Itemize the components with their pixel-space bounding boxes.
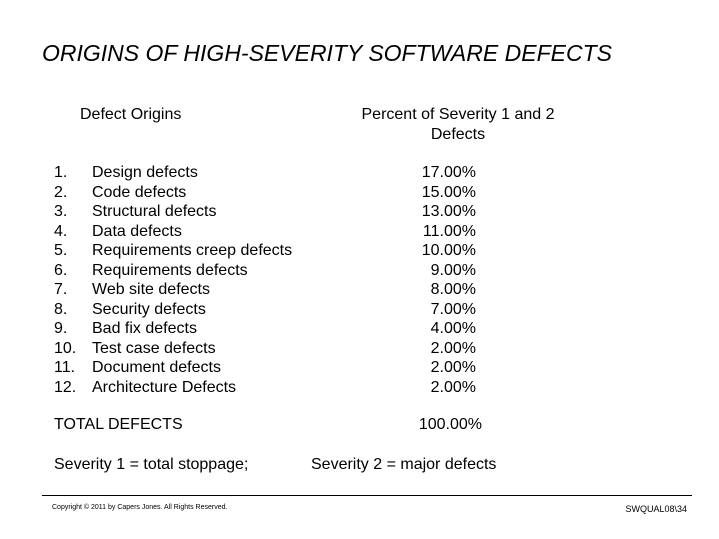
- list-item: 8. Security defects 7.00%: [54, 300, 494, 320]
- defect-origins-list: 1. Design defects 17.00% 2. Code defects…: [54, 163, 494, 397]
- copyright-notice: Copyright © 2011 by Capers Jones. All Ri…: [52, 504, 228, 511]
- list-item: 10. Test case defects 2.00%: [54, 339, 494, 359]
- item-number: 6.: [54, 261, 68, 279]
- slide-id: SWQUAL08\34: [625, 504, 687, 514]
- item-percent: 9.00%: [430, 261, 476, 279]
- item-number: 8.: [54, 300, 68, 318]
- item-number: 11.: [54, 359, 76, 376]
- item-percent: 2.00%: [430, 339, 476, 357]
- item-number: 10.: [54, 339, 77, 357]
- item-number: 3.: [54, 203, 68, 220]
- list-item: 5. Requirements creep defects 10.00%: [54, 241, 494, 261]
- footer-divider: [42, 495, 692, 496]
- list-item: 2. Code defects 15.00%: [54, 183, 494, 203]
- item-name: Web site defects: [92, 281, 210, 298]
- item-percent: 4.00%: [430, 320, 476, 337]
- item-name: Bad fix defects: [92, 320, 197, 337]
- item-percent: 13.00%: [421, 203, 476, 220]
- item-percent: 17.00%: [421, 164, 476, 181]
- item-number: 5.: [54, 242, 68, 259]
- column-header-percent: Percent of Severity 1 and 2 Defects: [330, 105, 586, 145]
- item-percent: 15.00%: [421, 183, 476, 201]
- total-label: TOTAL DEFECTS: [54, 416, 183, 433]
- item-number: 4.: [54, 222, 68, 240]
- item-name: Document defects: [92, 359, 221, 376]
- item-percent: 10.00%: [421, 242, 476, 259]
- item-name: Design defects: [92, 164, 198, 181]
- column-header-percent-line2: Defects: [430, 126, 486, 143]
- list-item: 12. Architecture Defects 2.00%: [54, 378, 494, 398]
- list-item: 1. Design defects 17.00%: [54, 163, 494, 183]
- item-name: Architecture Defects: [92, 378, 237, 396]
- item-name: Structural defects: [92, 203, 217, 220]
- item-percent: 8.00%: [430, 281, 476, 298]
- item-percent: 2.00%: [430, 359, 476, 376]
- item-name: Data defects: [92, 222, 182, 240]
- item-name: Security defects: [92, 300, 206, 318]
- item-number: 9.: [54, 320, 68, 337]
- list-item: 3. Structural defects 13.00%: [54, 202, 494, 222]
- column-header-origins: Defect Origins: [80, 106, 182, 123]
- list-item: 4. Data defects 11.00%: [54, 222, 494, 242]
- total-value: 100.00%: [418, 416, 482, 433]
- item-percent: 11.00%: [422, 222, 476, 240]
- severity-1-note: Severity 1 = total stoppage;: [54, 456, 249, 473]
- item-name: Requirements creep defects: [92, 242, 293, 259]
- page-title: ORIGINS OF HIGH-SEVERITY SOFTWARE DEFECT…: [42, 40, 612, 66]
- item-number: 7.: [54, 281, 68, 298]
- item-percent: 7.00%: [430, 300, 476, 318]
- item-percent: 2.00%: [430, 378, 476, 396]
- list-item: 9. Bad fix defects 4.00%: [54, 319, 494, 339]
- item-number: 12.: [54, 378, 77, 396]
- item-number: 1.: [54, 164, 68, 181]
- list-item: 11. Document defects 2.00%: [54, 358, 494, 378]
- item-name: Code defects: [92, 183, 187, 201]
- column-header-percent-line1: Percent of Severity 1 and 2: [361, 106, 555, 123]
- list-item: 6. Requirements defects 9.00%: [54, 261, 494, 281]
- item-number: 2.: [54, 183, 68, 201]
- severity-2-note: Severity 2 = major defects: [311, 456, 497, 473]
- item-name: Test case defects: [92, 339, 216, 357]
- list-item: 7. Web site defects 8.00%: [54, 280, 494, 300]
- item-name: Requirements defects: [92, 261, 248, 279]
